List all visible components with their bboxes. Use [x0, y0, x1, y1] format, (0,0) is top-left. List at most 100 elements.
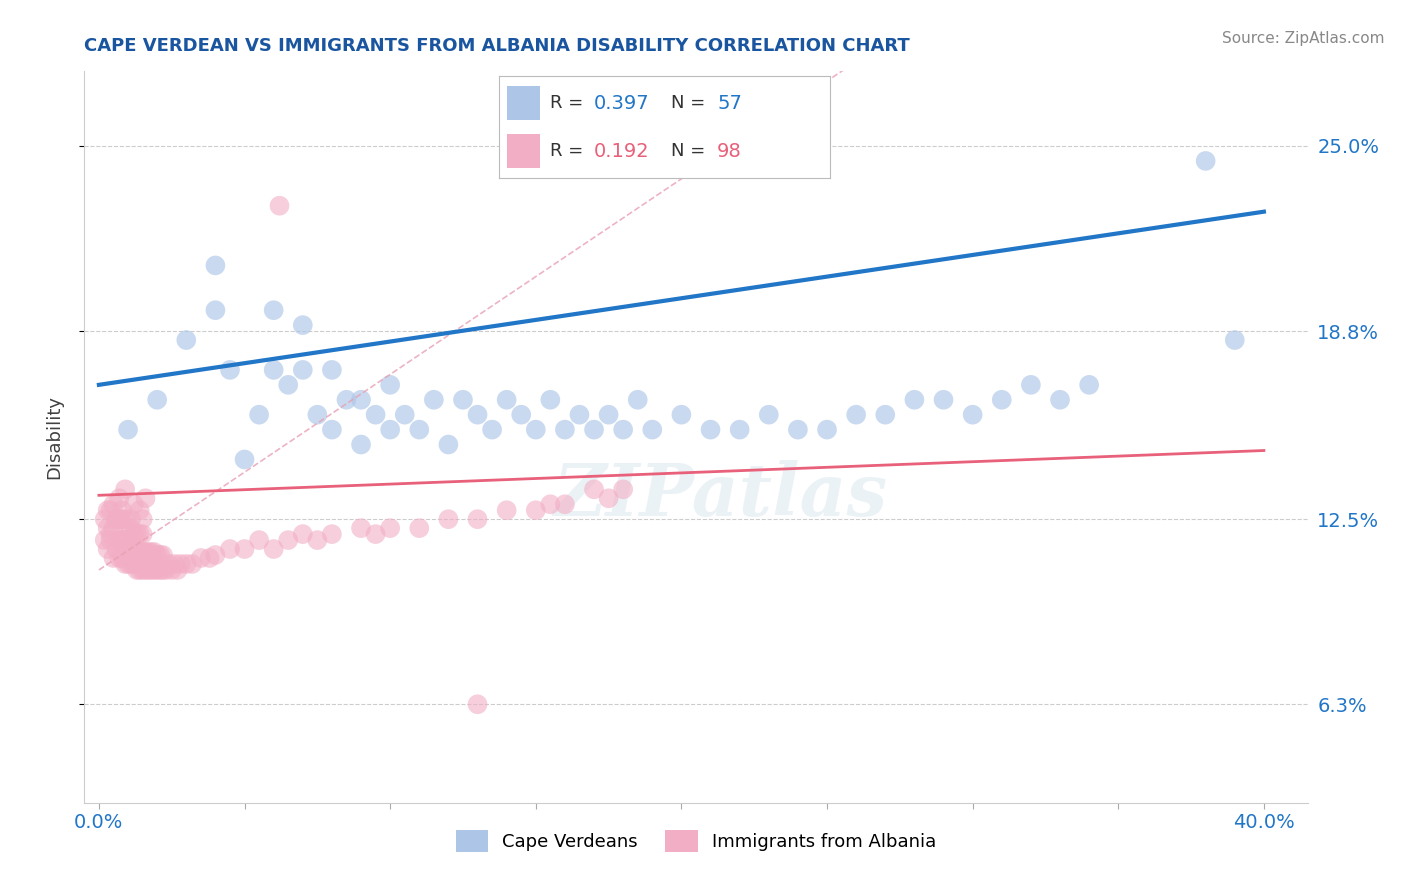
Point	[269, 199, 291, 213]
Point	[122, 542, 145, 557]
Text: 98: 98	[717, 142, 742, 161]
Point	[554, 423, 576, 437]
Point	[146, 392, 169, 407]
Point	[583, 423, 606, 437]
Point	[932, 392, 955, 407]
Point	[554, 497, 576, 511]
Point	[394, 408, 416, 422]
Point	[277, 377, 299, 392]
Point	[174, 333, 197, 347]
Point	[131, 545, 153, 559]
Point	[120, 557, 142, 571]
Text: N =: N =	[671, 94, 711, 112]
Text: R =: R =	[550, 94, 589, 112]
Point	[117, 557, 139, 571]
Point	[93, 512, 115, 526]
Point	[991, 392, 1014, 407]
Point	[93, 533, 115, 547]
Point	[105, 542, 128, 557]
Point	[247, 408, 270, 422]
Point	[233, 542, 256, 557]
Point	[380, 423, 402, 437]
Point	[97, 503, 120, 517]
Point	[524, 423, 547, 437]
Point	[108, 533, 131, 547]
Point	[699, 423, 721, 437]
Point	[277, 533, 299, 547]
Point	[1078, 377, 1101, 392]
Bar	[508, 87, 540, 120]
Point	[380, 521, 402, 535]
Point	[307, 408, 329, 422]
Point	[510, 408, 533, 422]
Point	[97, 542, 120, 557]
Point	[538, 392, 561, 407]
Point	[97, 521, 120, 535]
Point	[125, 563, 148, 577]
Point	[131, 563, 153, 577]
Text: 0.397: 0.397	[593, 94, 650, 112]
Point	[146, 563, 169, 577]
Point	[131, 527, 153, 541]
Point	[219, 363, 242, 377]
Point	[728, 423, 751, 437]
Point	[364, 527, 387, 541]
Point	[114, 483, 136, 497]
Point	[467, 512, 489, 526]
Point	[247, 533, 270, 547]
Point	[495, 503, 517, 517]
Point	[671, 408, 693, 422]
Point	[758, 408, 780, 422]
Point	[163, 557, 186, 571]
Text: R =: R =	[550, 142, 589, 161]
Point	[598, 408, 620, 422]
Point	[135, 491, 157, 506]
Point	[204, 259, 226, 273]
Point	[174, 557, 197, 571]
Point	[612, 483, 634, 497]
Point	[350, 392, 373, 407]
Point	[903, 392, 925, 407]
Point	[641, 423, 664, 437]
Point	[128, 545, 150, 559]
Point	[568, 408, 591, 422]
Point	[111, 512, 134, 526]
Point	[131, 512, 153, 526]
Y-axis label: Disability: Disability	[45, 395, 63, 479]
Point	[146, 548, 169, 562]
Point	[169, 557, 191, 571]
Point	[538, 497, 561, 511]
Point	[845, 408, 868, 422]
Point	[117, 521, 139, 535]
Point	[583, 483, 606, 497]
Point	[125, 527, 148, 541]
Point	[204, 548, 226, 562]
Point	[155, 563, 177, 577]
Point	[815, 423, 838, 437]
Point	[263, 303, 285, 318]
Point	[152, 563, 174, 577]
Point	[141, 563, 163, 577]
Point	[149, 563, 172, 577]
Point	[350, 437, 373, 451]
Point	[103, 551, 125, 566]
Point	[128, 563, 150, 577]
Point	[128, 527, 150, 541]
Point	[128, 503, 150, 517]
Point	[204, 303, 226, 318]
Point	[108, 491, 131, 506]
Point	[481, 423, 503, 437]
Point	[962, 408, 984, 422]
Point	[423, 392, 446, 407]
Point	[627, 392, 650, 407]
Point	[152, 548, 174, 562]
Point	[160, 563, 183, 577]
Point	[307, 533, 329, 547]
Point	[111, 533, 134, 547]
Point	[108, 512, 131, 526]
Point	[408, 423, 430, 437]
Point	[138, 545, 160, 559]
Point	[467, 698, 489, 712]
Point	[219, 542, 242, 557]
Legend: Cape Verdeans, Immigrants from Albania: Cape Verdeans, Immigrants from Albania	[449, 823, 943, 860]
